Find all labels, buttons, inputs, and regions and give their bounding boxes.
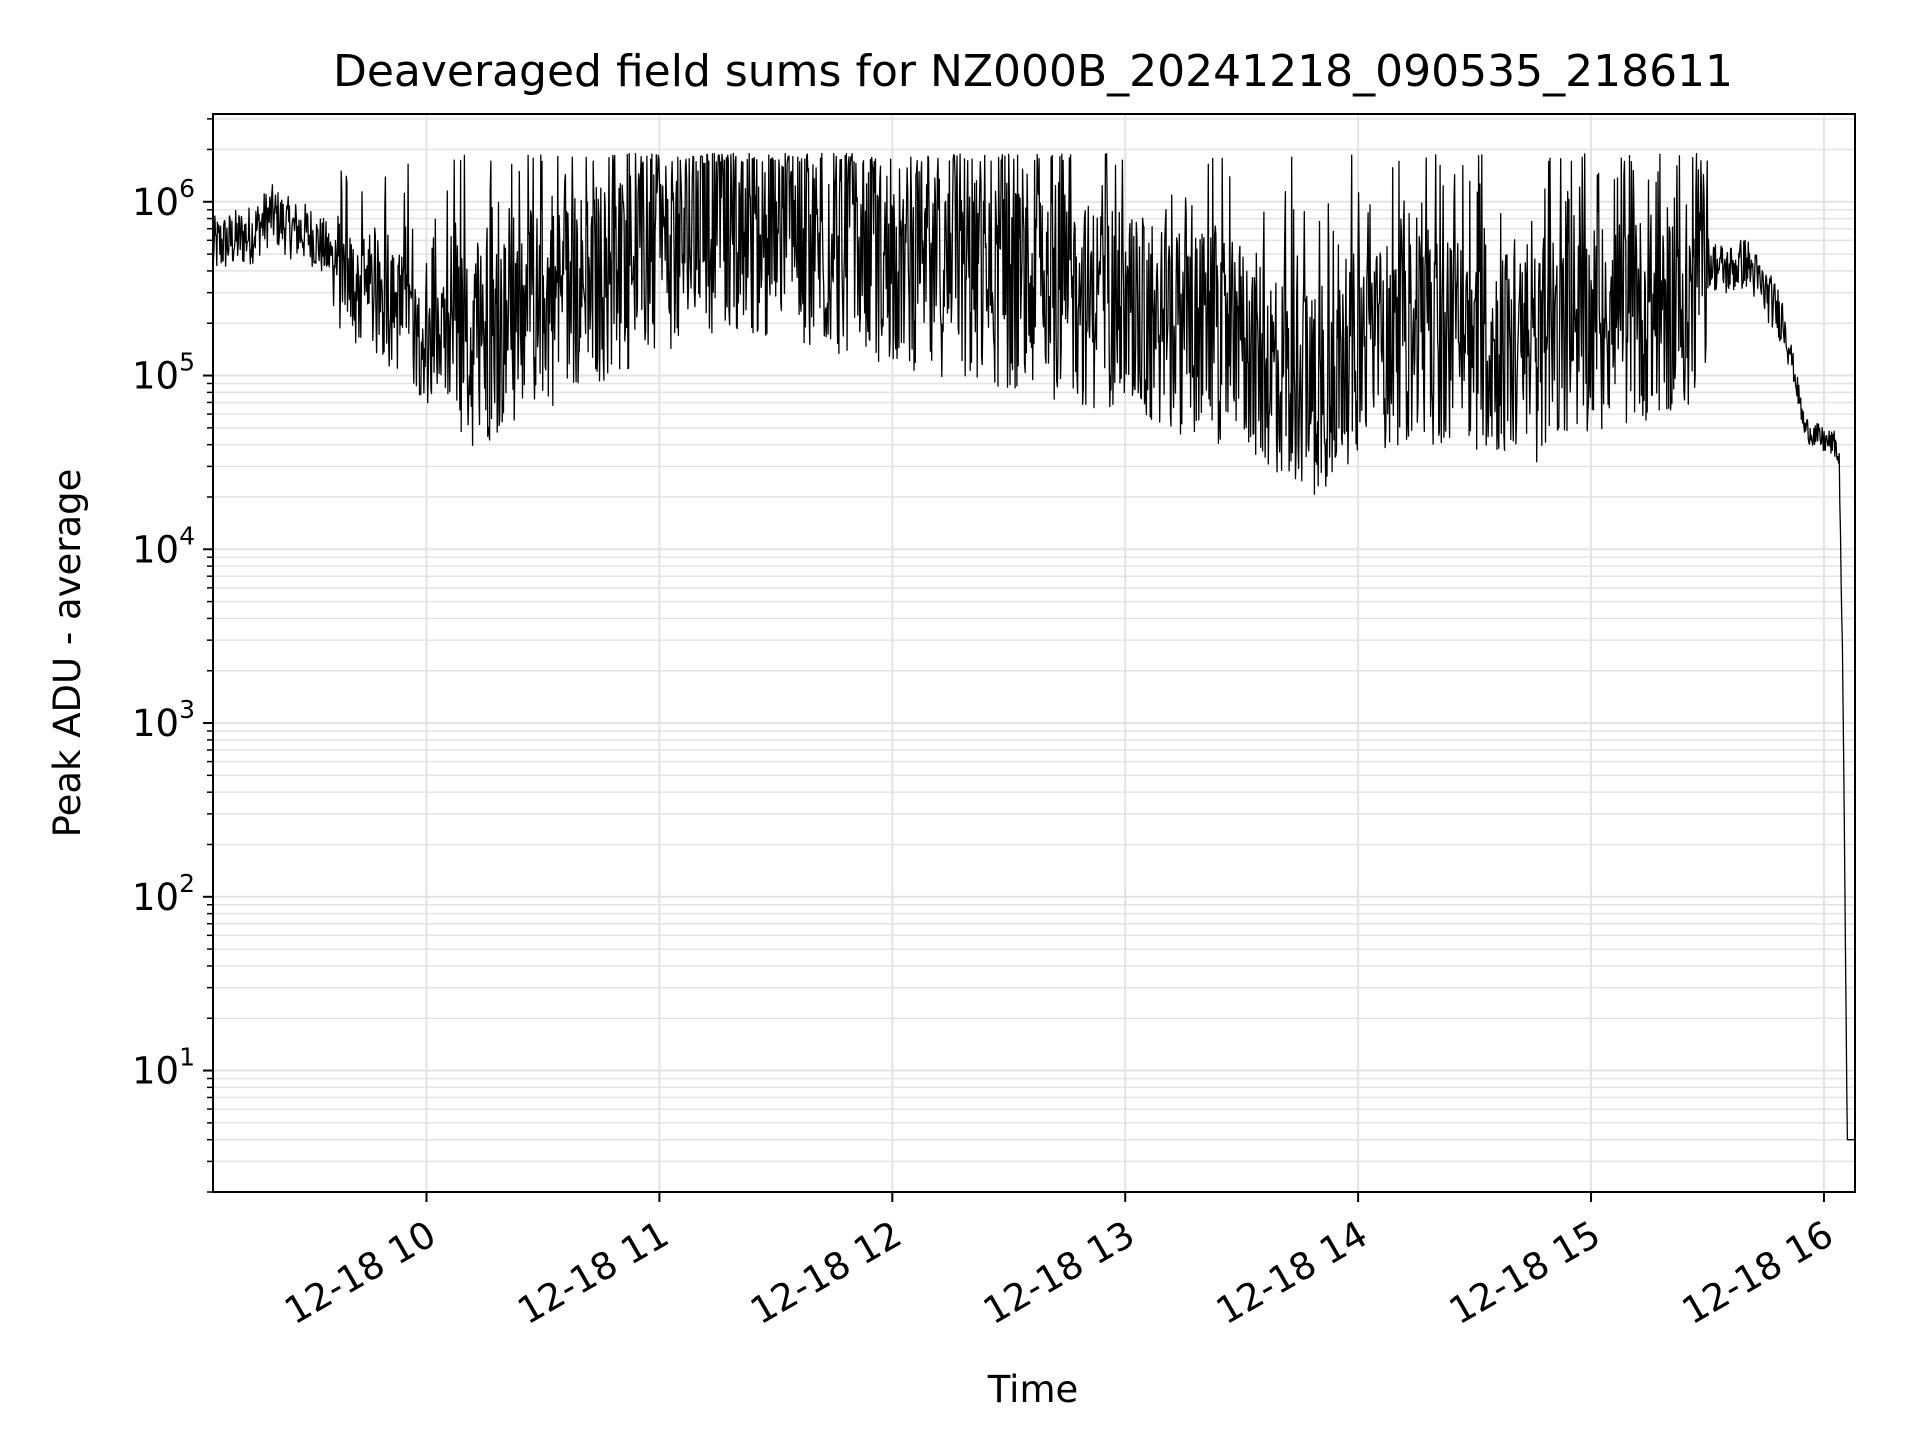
x-axis-label: Time — [987, 1368, 1079, 1411]
series — [212, 152, 1856, 1141]
plot-frame — [212, 113, 1856, 1193]
y-axis-label: Peak ADU - average — [46, 469, 89, 838]
y-tick-label: 104 — [132, 521, 195, 571]
y-axis: 101 102 103 104 105 106 — [132, 118, 213, 1193]
y-tick-label: 105 — [132, 348, 195, 398]
y-tick-label: 101 — [132, 1043, 195, 1093]
chart-title: Deaveraged field sums for NZ000B_2024121… — [333, 46, 1733, 97]
series-line — [212, 152, 1856, 1141]
y-tick-label: 102 — [132, 869, 195, 919]
y-tick-label: 106 — [132, 174, 195, 224]
y-tick-label: 103 — [132, 695, 195, 745]
